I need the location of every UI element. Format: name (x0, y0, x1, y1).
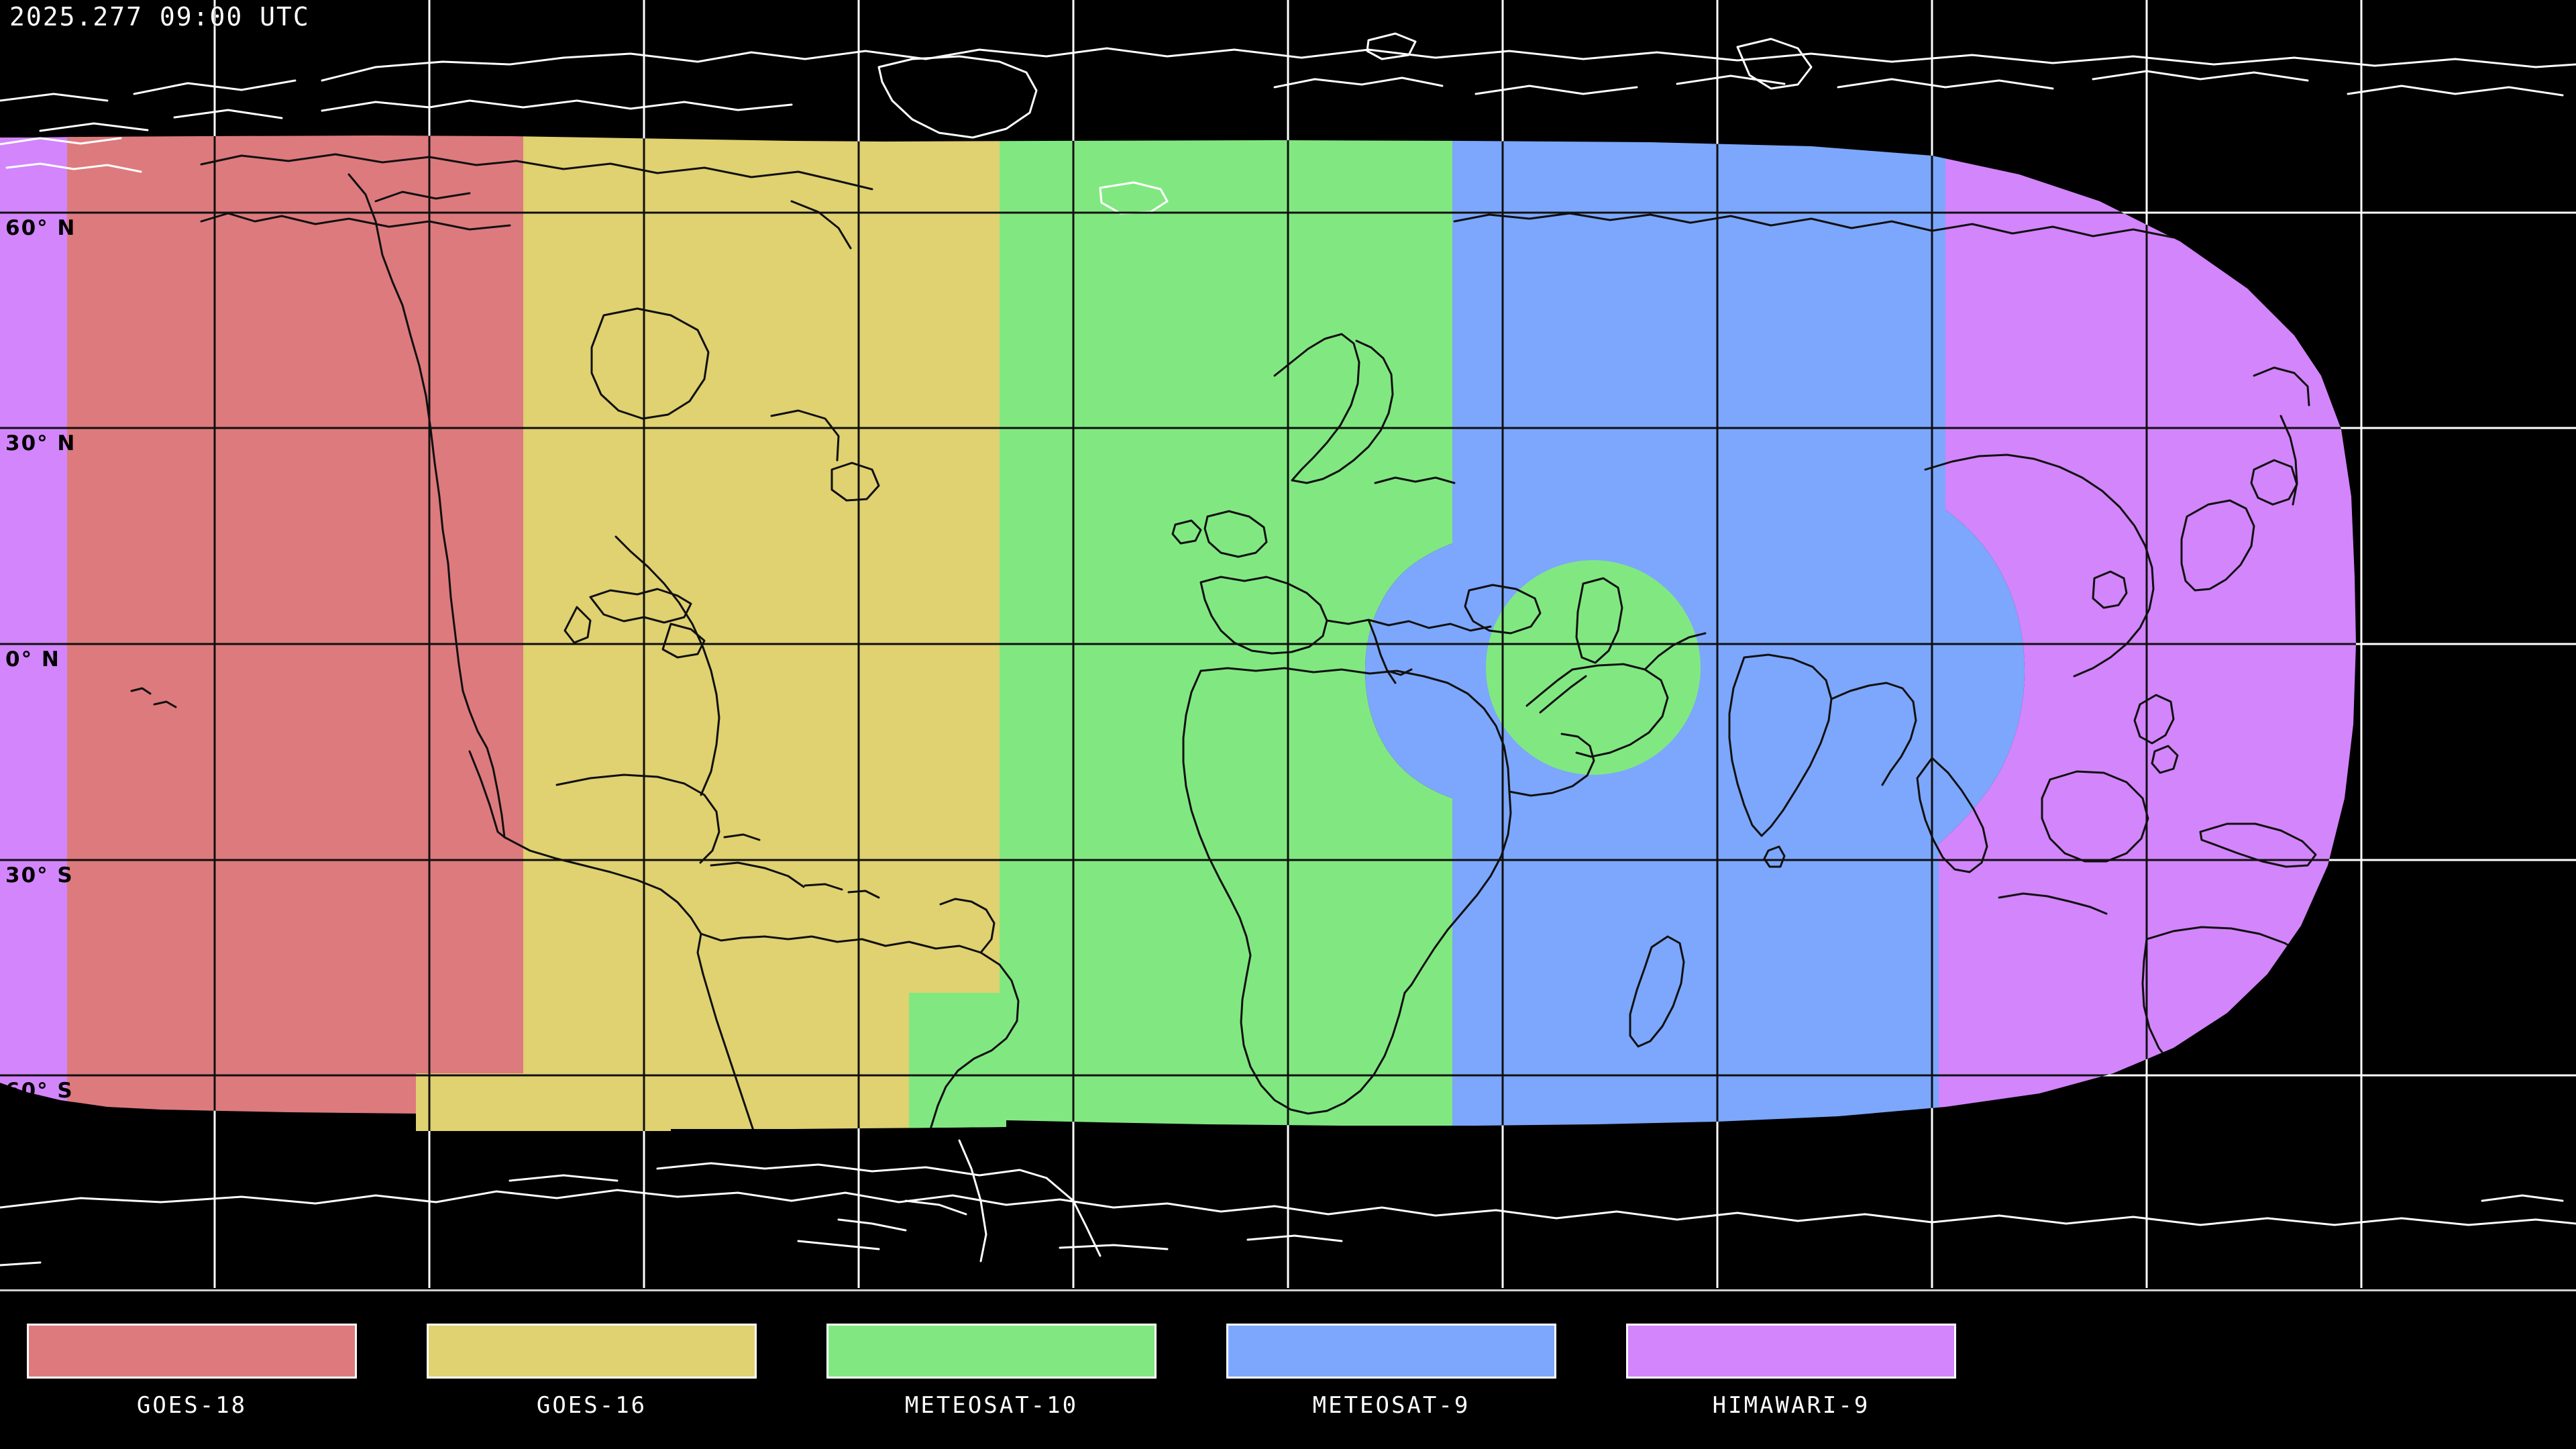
coverage-region-goes-16 (523, 136, 1000, 1131)
legend-item-goes-16[interactable]: GOES-16 (425, 1324, 758, 1419)
legend-item-meteosat-9[interactable]: METEOSAT-9 (1225, 1324, 1558, 1419)
legend-swatch-goes-18 (27, 1324, 357, 1379)
legend-swatch-goes-16 (427, 1324, 757, 1379)
lat-label-60n: 60° N (5, 216, 76, 240)
legend-label-goes-16: GOES-16 (536, 1392, 647, 1419)
legend-swatch-meteosat-9 (1226, 1324, 1556, 1379)
legend-item-goes-18[interactable]: GOES-18 (25, 1324, 358, 1419)
panel-separator (0, 1289, 2576, 1291)
legend-label-meteosat-10: METEOSAT-10 (904, 1392, 1079, 1419)
coverage-step-meteosat-10-southwest (909, 993, 1000, 1131)
legend-label-goes-18: GOES-18 (136, 1392, 248, 1419)
legend-swatch-himawari-9 (1626, 1324, 1956, 1379)
legend-item-meteosat-10[interactable]: METEOSAT-10 (825, 1324, 1158, 1419)
satellite-legend: GOES-18 GOES-16 METEOSAT-10 METEOSAT-9 H… (0, 1291, 2576, 1449)
legend-item-himawari-9[interactable]: HIMAWARI-9 (1625, 1324, 1957, 1419)
coverage-region-meteosat-10 (939, 136, 1452, 1131)
coverage-region-goes-18 (67, 136, 523, 1131)
lat-label-0n: 0° N (5, 647, 60, 672)
lat-label-60s: 60° S (5, 1079, 74, 1103)
utc-timestamp: 2025.277 09:00 UTC (9, 2, 310, 32)
coverage-region-meteosat-10-patch (1486, 560, 1701, 775)
coverage-region-himawari-9-wrap (0, 136, 74, 1131)
legend-swatch-meteosat-10 (826, 1324, 1157, 1379)
coverage-map-panel: 2025.277 09:00 UTC 60° N 30° N 0° N 30° … (0, 0, 2576, 1289)
legend-label-himawari-9: HIMAWARI-9 (1712, 1392, 1870, 1419)
lat-label-30s: 30° S (5, 863, 74, 888)
coverage-map-svg (0, 0, 2576, 1289)
coverage-regions (0, 136, 2356, 1131)
coverage-step-goes-16-southwest (416, 1073, 523, 1131)
legend-label-meteosat-9: METEOSAT-9 (1312, 1392, 1470, 1419)
lat-label-30n: 30° N (5, 431, 76, 455)
